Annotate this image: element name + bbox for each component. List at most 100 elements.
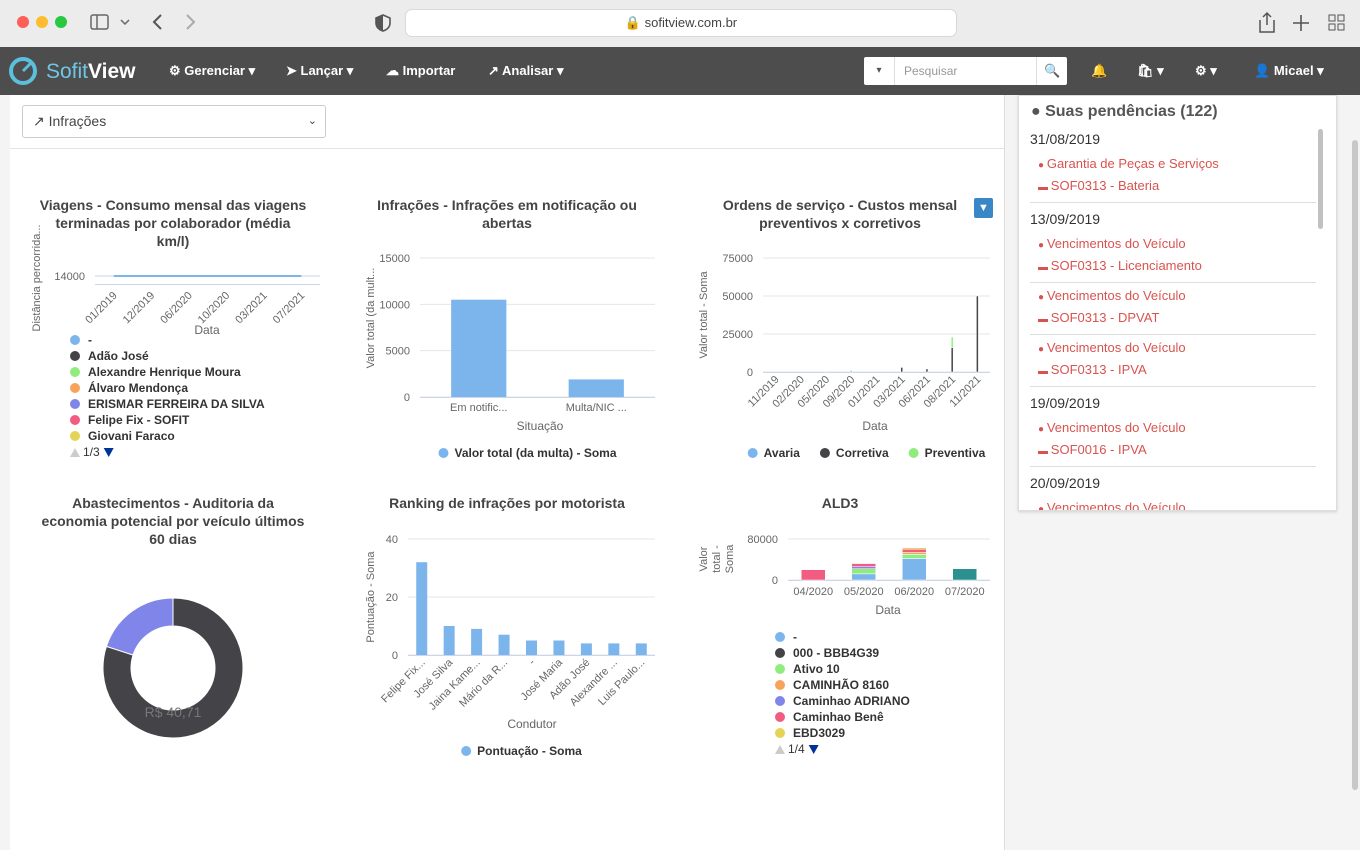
toolbar-icons <box>90 14 196 30</box>
logo-a: Sofit <box>46 60 89 83</box>
pending-group: 20/09/2019 ● Vencimentos do Veículo <box>1030 471 1316 511</box>
settings-menu[interactable]: ⚙ ▾ <box>1195 63 1217 78</box>
alert-icon: ● <box>1038 240 1047 251</box>
pending-group: 13/09/2019 ● Vencimentos do Veículo ▬ SOF0… <box>1030 207 1316 387</box>
pending-line: ● Vencimentos do Veículo <box>1038 233 1316 255</box>
alert-icon: ● <box>1038 344 1047 355</box>
search-placeholder: Pesquisar <box>904 64 958 78</box>
pending-line: ● Vencimentos do Veículo <box>1038 417 1316 439</box>
pending-date: 31/08/2019 <box>1030 131 1101 147</box>
pending-vehicle: SOF0313 - DPVAT <box>1050 310 1160 325</box>
pending-title: Suas pendências (122) <box>1045 103 1218 120</box>
alert-icon: ● <box>1038 424 1047 435</box>
chart-title: Abastecimentos - Auditoria da economia p… <box>41 495 305 547</box>
url: sofitview.com.br <box>644 15 738 30</box>
pending-vehicle: SOF0313 - Bateria <box>1050 178 1160 193</box>
y-axis-label: Distância percorrida... <box>31 224 43 332</box>
pending-entry[interactable]: ● Vencimentos do Veículo ▬ SOF0016 - IPVA <box>1030 415 1316 467</box>
close[interactable] <box>17 16 29 28</box>
y-axis-label: Valor total - Soma <box>698 544 736 574</box>
dashboard-select[interactable]: ↗ Infrações ⌄ <box>22 105 326 138</box>
shield-icon <box>375 14 391 32</box>
alert-icon: ● <box>1038 160 1047 171</box>
pending-type: Vencimentos do Veículo <box>1046 500 1186 511</box>
menu-item[interactable]: ⚙ Gerenciar ▾ <box>169 63 256 78</box>
pending-line: ▬ SOF0313 - IPVA <box>1038 359 1316 381</box>
pending-vehicle: SOF0313 - Licenciamento <box>1050 258 1202 273</box>
alert-icon: ● <box>1038 504 1047 511</box>
separator <box>10 148 1004 149</box>
search-button[interactable]: 🔍 <box>1036 57 1068 85</box>
pending-entry[interactable]: ● Vencimentos do Veículo ▬ SOF0313 - Lice… <box>1030 231 1316 283</box>
y-axis-label: Valor total (da mult... <box>365 267 377 369</box>
pending-line: ▬ SOF0313 - Licenciamento <box>1038 255 1316 277</box>
logo[interactable]: SofitView <box>46 59 136 85</box>
browser-chrome: 🔒 sofitview.com.br <box>0 0 1360 48</box>
pending-group: 31/08/2019 ● Garantia de Peças e Serviços… <box>1030 127 1316 203</box>
bag-menu[interactable]: 🛍 ▾ <box>1137 63 1164 78</box>
page-scrollbar <box>1352 140 1358 790</box>
menu-label: Importar <box>402 63 456 78</box>
pending-type: Vencimentos do Veículo <box>1046 420 1186 435</box>
minimize[interactable] <box>36 16 48 28</box>
select-icon: ↗ <box>33 113 45 129</box>
car-icon: ▬ <box>1038 262 1051 273</box>
pending-entry[interactable]: ● Vencimentos do Veículo ▬ SOF0313 - DPVA… <box>1030 283 1316 335</box>
browser-actions <box>1259 11 1345 33</box>
search-box[interactable]: ▾ Pesquisar 🔍 <box>864 57 1067 85</box>
pending-header: ● Suas pendências (122) <box>1031 103 1218 120</box>
logo-icon <box>9 57 37 85</box>
pending-date: 20/09/2019 <box>1030 475 1101 491</box>
notifications[interactable]: 🔔 <box>1091 63 1108 78</box>
pending-line: ● Vencimentos do Veículo <box>1038 337 1316 359</box>
menu-item[interactable]: ☁ Importar <box>386 63 456 78</box>
menu-label: Gerenciar <box>184 63 245 78</box>
pending-entry[interactable]: ● Vencimentos do Veículo <box>1030 495 1316 511</box>
scrollbar <box>1318 129 1323 229</box>
pending-type: Vencimentos do Veículo <box>1046 288 1186 303</box>
filter-button[interactable]: ▼ <box>974 198 993 218</box>
chart-title: Infrações - Infrações em notificação ou … <box>377 197 637 231</box>
menu-label: Analisar <box>502 63 554 78</box>
pending-date: 13/09/2019 <box>1030 211 1101 227</box>
maximize[interactable] <box>55 16 67 28</box>
car-icon: ▬ <box>1038 314 1051 325</box>
pending-type: Vencimentos do Veículo <box>1046 236 1186 251</box>
user-menu[interactable]: 👤 Micael ▾ <box>1254 63 1324 78</box>
pending-line: ● Vencimentos do Veículo <box>1038 285 1316 307</box>
menu-item[interactable]: ➤ Lançar ▾ <box>286 63 354 78</box>
pending-vehicle: SOF0313 - IPVA <box>1050 362 1147 377</box>
pending-type: Garantia de Peças e Serviços <box>1046 156 1219 171</box>
navbar: SofitView ⚙ Gerenciar ▾ ➤ Lançar ▾ ☁ Imp… <box>0 47 1360 95</box>
pending-type: Vencimentos do Veículo <box>1046 340 1186 355</box>
menu-label: Lançar <box>300 63 344 78</box>
chart-title: Ranking de infrações por motorista <box>389 495 625 511</box>
pending-vehicle: SOF0016 - IPVA <box>1050 442 1147 457</box>
pending-panel: ● Suas pendências (122) 31/08/2019 ● Gara… <box>1018 95 1337 511</box>
user-name: Micael <box>1273 63 1314 78</box>
pending-line: ● Vencimentos do Veículo <box>1038 497 1316 511</box>
pending-line: ▬ SOF0313 - DPVAT <box>1038 307 1316 329</box>
chart-title: Viagens - Consumo mensal das viagens ter… <box>39 197 307 249</box>
address-bar[interactable]: 🔒 sofitview.com.br <box>405 9 957 37</box>
logo-b: View <box>88 60 136 83</box>
car-icon: ▬ <box>1038 366 1051 377</box>
select-caret: ⌄ <box>307 115 317 127</box>
y-axis-label: Valor total - Soma <box>698 271 710 359</box>
pending-line: ● Garantia de Peças e Serviços <box>1038 153 1316 175</box>
pending-line: ▬ SOF0313 - Bateria <box>1038 175 1316 197</box>
chart-title: Ordens de serviço - Custos mensal preven… <box>722 197 958 231</box>
car-icon: ▬ <box>1038 182 1051 193</box>
pending-line: ▬ SOF0016 - IPVA <box>1038 439 1316 461</box>
pending-list: 31/08/2019 ● Garantia de Peças e Serviços… <box>1019 127 1336 511</box>
pending-entry[interactable]: ● Garantia de Peças e Serviços ▬ SOF0313 … <box>1030 151 1316 203</box>
pending-group: 19/09/2019 ● Vencimentos do Veículo ▬ SOF0… <box>1030 391 1316 467</box>
menu-item[interactable]: ↗ Analisar ▾ <box>488 63 564 78</box>
pending-entry[interactable]: ● Vencimentos do Veículo ▬ SOF0313 - IPVA <box>1030 335 1316 387</box>
car-icon: ▬ <box>1038 446 1051 457</box>
search-scope[interactable]: ▾ <box>864 57 895 85</box>
pending-date: 19/09/2019 <box>1030 395 1101 411</box>
select-value: Infrações <box>48 113 107 129</box>
alert-icon: ● <box>1038 292 1047 303</box>
